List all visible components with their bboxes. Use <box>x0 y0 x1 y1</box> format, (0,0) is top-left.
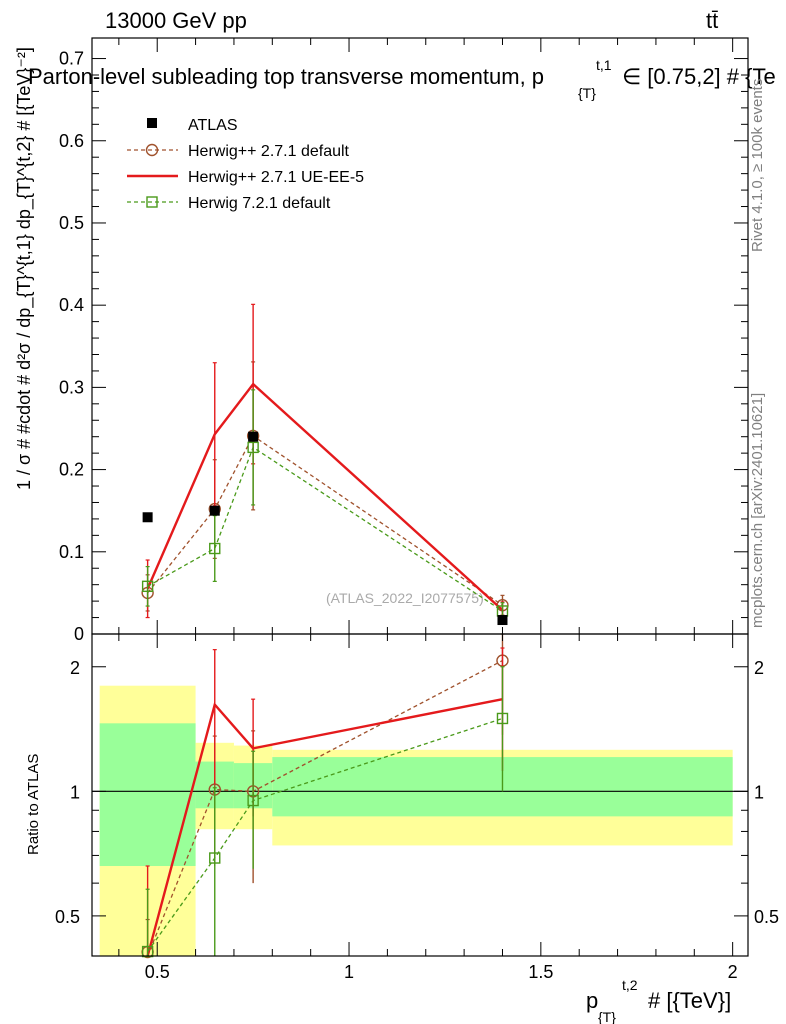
rivet-label: Rivet 4.1.0, ≥ 100k events <box>749 79 766 252</box>
y-tick-label-main: 0.5 <box>59 213 84 233</box>
ratio-line-0 <box>147 660 503 957</box>
x-axis-title-sup: t,2 <box>622 977 638 993</box>
y-tick-label-main: 0.6 <box>59 131 84 151</box>
point-2-2 <box>247 441 259 454</box>
legend-label-herwigpp-ueee5: Herwig++ 2.7.1 UE-EE-5 <box>188 169 364 186</box>
x-axis-title: p {T} t,2 # [{TeV}] <box>586 977 731 1024</box>
main-panel-data <box>142 431 508 626</box>
legend-label-herwigpp-default: Herwig++ 2.7.1 default <box>188 143 350 160</box>
y-tick-label-main: 0.4 <box>59 295 84 315</box>
ratio-line-2 <box>147 717 503 952</box>
legend-label-herwig7-default: Herwig 7.2.1 default <box>188 195 331 212</box>
point-2-0 <box>141 580 154 593</box>
point-2-1 <box>209 542 221 555</box>
ratio-point-2-2 <box>247 794 259 807</box>
legend-marker-herwigpp-default <box>145 143 159 157</box>
ratio-point-2-1 <box>209 852 221 864</box>
plot-title: Parton-level subleading top transverse m… <box>28 57 776 101</box>
ratio-uncertainty-bands <box>99 685 733 956</box>
ratio-frame <box>91 633 749 957</box>
y-tick-label-main: 0.3 <box>59 377 84 397</box>
y-axis-title-ratio: Ratio to ATLAS <box>25 754 42 855</box>
legend-label-atlas: ATLAS <box>188 117 238 134</box>
axes: 0.5 1 1.5 2 0.1 0.2 0.3 0.4 0.5 0.6 0.7 0 0.5 0.5 1 1 2 2 <box>55 37 779 982</box>
title-sup: t,1 <box>596 57 612 73</box>
series-line-1 <box>146 382 504 612</box>
y-axis-title-main: 1 / σ # #cdot # d²σ / dp_{T}^{t,1} dp_{T… <box>14 47 35 490</box>
y-tick-label-ratio-right: 1 <box>754 782 764 802</box>
x-tick-label: 2 <box>728 962 738 982</box>
legend-marker-atlas <box>147 118 157 128</box>
atlas-point-3 <box>497 615 508 626</box>
legend-marker-herwig7-default <box>146 196 158 208</box>
x-tick-label: 1 <box>344 962 354 982</box>
energy-label: 13000 GeV pp <box>105 8 247 33</box>
title-main: Parton-level subleading top transverse m… <box>28 64 544 89</box>
y-tick-label-ratio-left: 0.5 <box>55 907 80 927</box>
y-tick-label-ratio-left: 1 <box>70 782 80 802</box>
band-green-0 <box>99 723 196 867</box>
y-tick-label-ratio-right: 0.5 <box>754 907 779 927</box>
y-tick-label-ratio-left: 2 <box>70 658 80 678</box>
x-axis-title-sub: {T} <box>598 1009 616 1024</box>
x-axis-title-main: p <box>586 988 598 1013</box>
series-line-0 <box>147 434 503 606</box>
main-panel-series <box>141 303 509 620</box>
ratio-point-2-3 <box>496 712 509 725</box>
title-tail: ∈ [0.75,2] # {Te <box>622 64 776 89</box>
atlas-point-2 <box>248 431 259 442</box>
title-sub: {T} <box>578 85 596 101</box>
y-tick-label-main: 0.1 <box>59 542 84 562</box>
series-line-2 <box>147 446 503 612</box>
x-tick-label: 0.5 <box>145 962 170 982</box>
y-tick-label-main: 0.7 <box>59 49 84 69</box>
x-tick-label: 1.5 <box>528 962 553 982</box>
ratio-panel-series <box>141 633 509 959</box>
atlas-point-0 <box>142 512 153 523</box>
legend: ATLAS Herwig++ 2.7.1 default Herwig++ 2.… <box>127 117 364 212</box>
ratio-line-1 <box>146 697 503 957</box>
y-tick-label-main: 0 <box>74 624 84 644</box>
atlas-point-1 <box>209 505 220 516</box>
x-axis-title-tail: # [{TeV}] <box>648 988 731 1013</box>
y-tick-label-main: 0.2 <box>59 460 84 480</box>
y-tick-label-ratio-right: 2 <box>754 658 764 678</box>
process-label: tt̄ <box>706 8 718 33</box>
mcplots-label: mcplots.cern.ch [arXiv:2401.10621] <box>749 393 766 628</box>
watermark: (ATLAS_2022_I2077575) <box>326 590 484 606</box>
